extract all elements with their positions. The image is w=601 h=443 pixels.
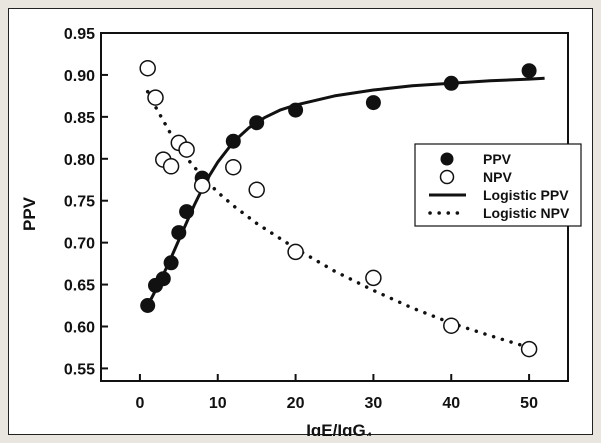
ppv-point [179, 204, 195, 220]
npv-point [443, 317, 460, 334]
x-tick-label: 30 [365, 395, 383, 412]
x-tick-label: 10 [209, 395, 227, 412]
npv-point [178, 141, 195, 158]
logistic-npv-curve [145, 89, 531, 350]
legend-logistic-npv-label: Logistic NPV [483, 205, 570, 221]
y-tick-label: 0.65 [64, 278, 95, 295]
ppv-point [443, 75, 459, 91]
legend: PPV NPV Logistic PPV Logistic NPV [414, 143, 582, 227]
x-tick-label: 20 [287, 395, 305, 412]
ppv-point [249, 115, 265, 131]
x-axis: 0 10 20 30 40 50 [135, 374, 538, 412]
ppv-point [225, 133, 241, 149]
legend-entry-logistic-ppv: Logistic PPV [429, 187, 569, 203]
y-tick-label: 0.80 [64, 152, 95, 169]
x-axis-title-main: IgE/IgG [306, 421, 366, 436]
legend-entry-npv: NPV [439, 169, 512, 185]
ppv-point [155, 271, 171, 287]
data-points [139, 59, 538, 358]
ppv-point [140, 298, 156, 313]
npv-point [147, 89, 164, 106]
npv-point [225, 158, 242, 176]
legend-npv-label: NPV [483, 169, 512, 185]
x-axis-title-subscript: 4 [366, 431, 373, 436]
y-tick-label: 0.85 [64, 110, 95, 127]
legend-npv-marker [439, 169, 455, 185]
y-tick-label: 0.55 [64, 361, 95, 378]
x-axis-title: IgE/IgG4 [306, 421, 373, 436]
npv-point [520, 340, 538, 358]
y-tick-label: 0.70 [64, 236, 95, 253]
npv-point [248, 181, 265, 199]
npv-point [139, 59, 156, 77]
legend-entry-ppv: PPV [440, 151, 512, 167]
ppv-point [163, 255, 179, 271]
legend-ppv-label: PPV [483, 151, 512, 167]
x-tick-label: 40 [442, 395, 460, 412]
npv-point [162, 158, 180, 175]
y-tick-label: 0.75 [64, 194, 95, 211]
ppv-point [365, 95, 381, 111]
y-tick-label: 0.60 [64, 319, 95, 336]
x-tick-label: 50 [520, 395, 538, 412]
y-tick-label: 0.90 [64, 68, 95, 85]
y-axis: 0.55 0.60 0.65 0.70 0.75 0.80 0.85 0.90 0.95 [64, 26, 108, 378]
x-tick-label: 0 [135, 395, 144, 412]
chart-frame: 0.55 0.60 0.65 0.70 0.75 0.80 0.85 0.90 0.95 0 10… [8, 8, 593, 436]
npv-point [365, 269, 382, 287]
y-axis-title: PPV [20, 196, 39, 231]
ppv-point [171, 225, 187, 241]
npv-point [287, 243, 304, 261]
ppv-point [521, 63, 537, 79]
ppv-point [288, 102, 304, 118]
chart-svg: 0.55 0.60 0.65 0.70 0.75 0.80 0.85 0.90 0.95 0 10… [20, 26, 582, 436]
legend-ppv-marker [440, 152, 454, 166]
y-tick-label: 0.95 [64, 26, 95, 43]
legend-logistic-ppv-label: Logistic PPV [483, 187, 569, 203]
legend-entry-logistic-npv: Logistic NPV [428, 205, 570, 221]
npv-point [193, 177, 211, 194]
